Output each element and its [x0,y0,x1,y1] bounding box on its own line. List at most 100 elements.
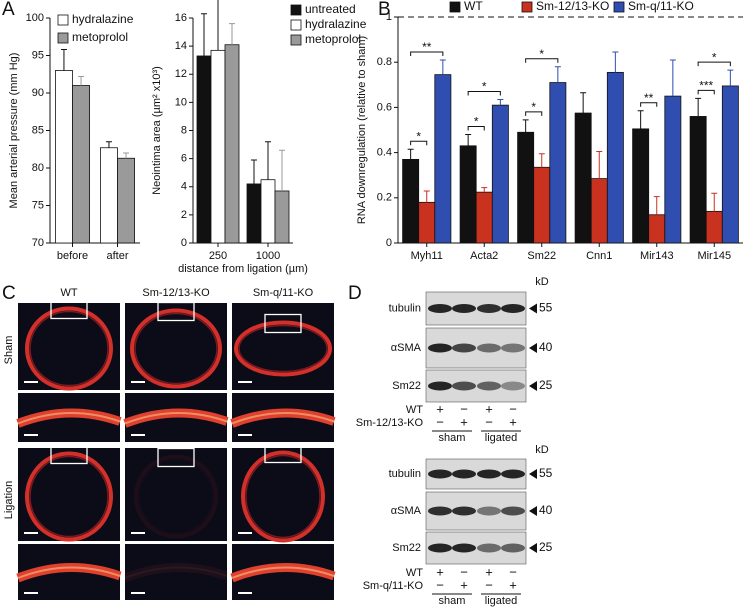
y-tick-label: 16 [175,12,187,24]
significance-bracket [697,89,715,95]
vessel-zoom-highlight [124,411,228,425]
blot-band [452,543,476,553]
significance-bracket [410,140,428,146]
legend-label: metoprolol [72,30,128,44]
zoom-box [264,313,302,334]
y-tick-label: 4 [181,181,187,193]
genotype-sign: − [509,564,517,579]
row-label: Sham [3,336,15,365]
y-tick-label: 0.4 [377,147,392,159]
bar [72,85,91,244]
vessel-zoom-highlight [231,566,335,579]
error-bar [538,153,545,168]
y-tick-label: 80 [32,162,44,174]
vessel-wall [134,454,218,539]
y-tick-label: 90 [32,87,44,99]
genotype-sign: + [436,564,444,579]
significance-label: * [539,47,544,61]
y-tick-label: 8 [181,124,187,136]
genotype-sign: − [460,564,468,579]
marker-arrow [529,543,537,553]
blot-band [452,381,476,391]
bar [606,71,624,244]
vessel-wall-inner [134,312,218,385]
blot-band [452,304,476,313]
blot-band [452,343,476,353]
genotype-sign: − [485,414,493,429]
genotype-sign: + [485,564,493,579]
genotype-sign: + [436,401,444,416]
error-bar [522,119,529,133]
error-bar [637,110,644,129]
band-label: Sm22 [392,542,421,554]
micrograph [125,544,227,600]
legend-label: hydralazine [72,12,134,26]
x-tick-label: before [57,250,88,262]
marker-arrow [529,303,537,314]
vessel-zoom [123,562,229,583]
vessel-zoom-highlight [17,411,121,425]
x-axis-label: distance from ligation (µm) [178,263,308,275]
legend-swatch [290,19,302,31]
error-bar [78,76,85,86]
bar [475,191,493,244]
bar [274,190,290,244]
blot-band [452,506,476,516]
genotype-label: Sm-12/13-KO [356,417,424,429]
panel-label: C [2,283,16,304]
legend-label: Sm-q/11-KO [628,0,694,13]
blot-band [428,381,452,391]
y-tick-label: 14 [175,40,187,52]
legend-swatch [290,34,302,46]
legend-label: untreated [305,2,356,16]
legend-swatch [57,32,69,44]
vessel-wall [234,320,332,377]
error-bar [465,134,472,146]
legend-swatch [613,1,625,13]
band-label: αSMA [391,342,422,354]
bar [260,179,276,244]
y-tick-label: 2 [181,209,187,221]
blot-band [501,543,525,553]
marker-arrow [529,469,537,479]
error-bar [695,97,702,117]
band-label: tubulin [389,302,421,314]
error-bar [580,92,587,114]
bar [100,147,118,244]
bar [418,201,436,244]
blot-band [452,469,476,479]
significance-label: ** [644,91,654,105]
bar [721,85,739,244]
column-label: Sm-q/11-KO [253,287,314,299]
y-tick-label: 0.8 [377,56,392,68]
y-tick-label: 95 [32,49,44,61]
blot-band [428,506,452,516]
bar [705,210,723,244]
y-tick-label: 75 [32,199,44,211]
blot-band [428,469,452,479]
y-tick-label: 1 [386,11,392,23]
micrograph [125,303,227,390]
y-tick-label: 6 [181,153,187,165]
genotype-sign: + [460,414,468,429]
bar [246,183,262,244]
condition-label: sham [439,595,466,607]
error-bar [201,13,207,56]
y-tick-label: 70 [32,237,44,249]
x-tick-label: Sm22 [527,250,556,262]
micrograph [232,303,334,390]
vessel-wall-inner [29,455,109,538]
significance-label: ** [422,40,432,54]
significance-bracket [697,61,731,67]
blot-band [477,543,501,553]
blot-band [501,469,525,479]
genotype-sign: − [436,414,444,429]
error-bar [612,51,619,73]
blot-band [428,304,452,313]
vessel-wall-inner [29,310,109,387]
bar [402,158,420,244]
bar [224,44,240,244]
significance-bracket [410,51,444,56]
panel-label: A [2,0,15,20]
bar [517,131,535,244]
